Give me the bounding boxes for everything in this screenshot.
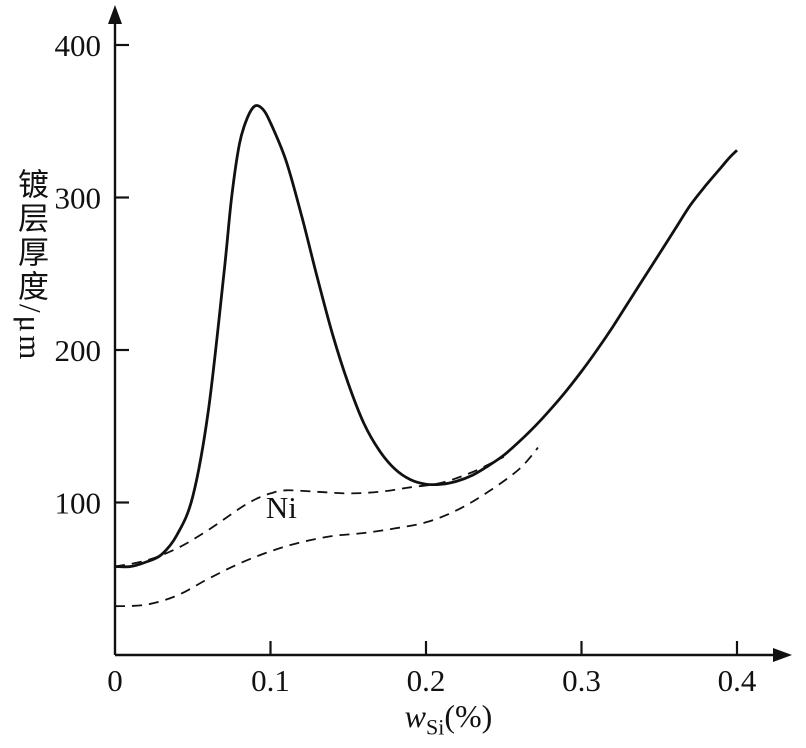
y-tick-label: 400 bbox=[55, 28, 102, 63]
x-tick-label: 0.2 bbox=[407, 663, 446, 698]
x-axis-label-unit: (%) bbox=[444, 698, 493, 734]
x-axis-label: wSi(%) bbox=[115, 698, 782, 740]
x-axis-label-subscript: Si bbox=[426, 714, 445, 740]
curve-dashed-lower bbox=[114, 447, 539, 608]
x-axis-arrow bbox=[773, 648, 792, 662]
annotation-ni-label: Ni bbox=[266, 490, 297, 525]
curve-solid-curve bbox=[114, 104, 738, 569]
x-tick-label: 0.1 bbox=[251, 663, 290, 698]
curve-dashed-upper bbox=[114, 455, 505, 568]
y-axis-arrow bbox=[108, 5, 122, 24]
x-tick-label: 0.4 bbox=[718, 663, 757, 698]
y-axis-label: 镀层厚度/μm bbox=[13, 168, 48, 363]
y-tick-label: 100 bbox=[55, 486, 102, 521]
y-tick-label: 300 bbox=[55, 181, 102, 216]
x-tick-label: 0 bbox=[107, 663, 123, 698]
x-tick-label: 0.3 bbox=[562, 663, 601, 698]
x-axis-label-symbol: w bbox=[404, 698, 426, 734]
y-tick-label: 200 bbox=[55, 333, 102, 368]
